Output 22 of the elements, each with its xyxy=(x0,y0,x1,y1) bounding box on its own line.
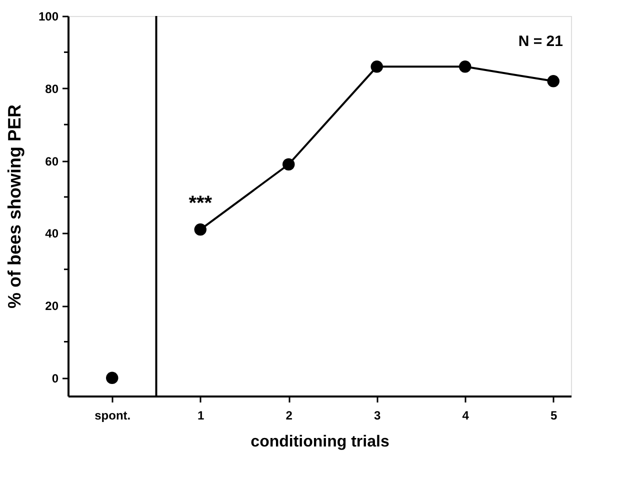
point xyxy=(547,75,560,88)
point xyxy=(194,223,206,236)
y-tick-label: 100 xyxy=(38,10,59,24)
x-tick-label: spont. xyxy=(94,408,131,422)
x-axis-title: conditioning trials xyxy=(250,434,390,450)
x-tick-label: 2 xyxy=(286,408,293,422)
x-tick-label: 1 xyxy=(198,408,205,422)
point xyxy=(458,60,472,73)
y-axis-title: % of bees showing PER xyxy=(4,104,24,309)
annotation: *** xyxy=(188,192,212,215)
annotation: N = 21 xyxy=(518,33,563,50)
point xyxy=(106,372,118,384)
x-tick-label: 5 xyxy=(550,408,558,422)
point xyxy=(282,158,295,170)
x-tick-label: 4 xyxy=(462,408,470,422)
point xyxy=(370,60,383,73)
y-tick-label: 80 xyxy=(45,82,59,96)
y-tick-label: 0 xyxy=(52,371,59,386)
y-tick-label: 60 xyxy=(45,154,59,168)
y-tick-label: 20 xyxy=(45,299,59,314)
y-tick-label: 40 xyxy=(45,226,59,241)
x-tick-label: 3 xyxy=(374,408,382,422)
